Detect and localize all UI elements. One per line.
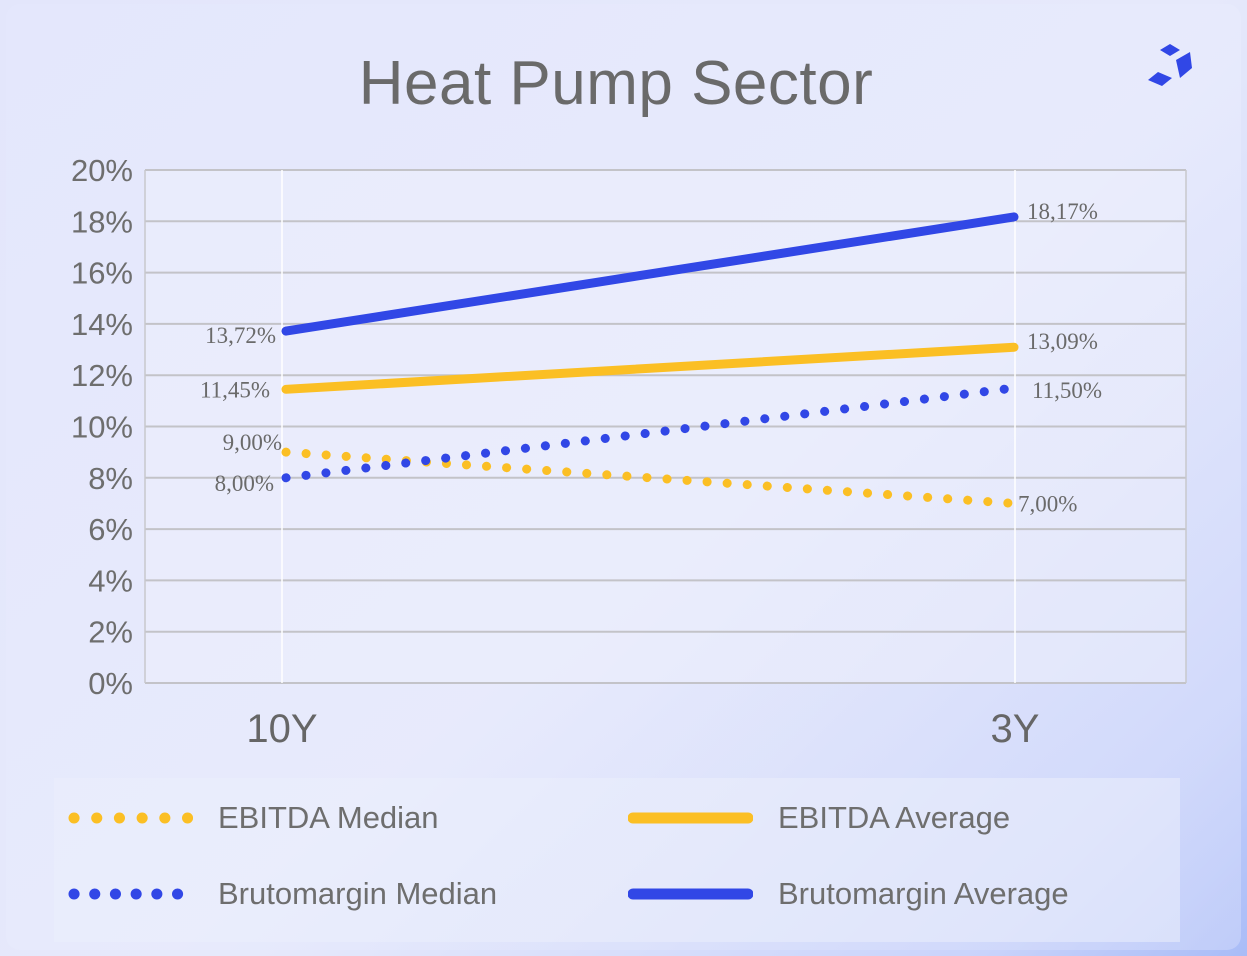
y-tick-label: 2% [88,615,133,650]
data-label: 11,45% [200,377,270,402]
legend-item-brutomargin-median: Brutomargin Median [68,876,497,912]
series-layer [281,212,1019,508]
x-tick-label: 3Y [991,707,1040,751]
data-label: 13,09% [1027,329,1098,354]
data-label: 18,17% [1027,199,1098,224]
y-tick-label: 0% [88,666,133,701]
y-tick-label: 14% [71,307,133,342]
legend-swatch-dotted-blue [68,888,193,900]
legend-swatch-solid-yellow [628,812,753,824]
grid-layer [144,169,1187,684]
data-label-layer: 9,00% 7,00% 11,45% 13,09% 8,00% 11,50% 13,72% 1… [200,199,1102,517]
y-tick-label: 4% [88,563,133,598]
legend-item-brutomargin-average: Brutomargin Average [628,876,1069,912]
data-label: 11,50% [1032,378,1102,403]
axis-layer: 0% 2% 4% 6% 8% 10% 12% 14% 16% 18% 20% 10Y 3Y [71,153,1040,751]
legend: EBITDA Median EBITDA Average Brutomargin… [54,778,1180,942]
series-line-brutomargin-median [281,383,1019,483]
legend-swatch-dotted-yellow [68,812,193,824]
data-label: 13,72% [205,323,276,348]
legend-label: EBITDA Average [778,800,1011,835]
data-label: 8,00% [215,471,274,496]
y-tick-label: 20% [71,153,133,188]
y-tick-label: 16% [71,256,133,291]
legend-label: Brutomargin Average [778,876,1069,911]
legend-label: Brutomargin Median [218,876,498,911]
y-tick-label: 8% [88,461,133,496]
series-line-ebitda-average [281,342,1019,394]
legend-item-ebitda-average: EBITDA Average [628,800,1010,836]
y-tick-label: 6% [88,512,133,547]
legend-swatch-solid-blue [628,888,753,900]
data-label: 9,00% [223,430,282,455]
y-tick-label: 12% [71,358,133,393]
legend-label: EBITDA Median [218,800,439,835]
chart-title: Heat Pump Sector [358,49,874,118]
y-tick-label: 18% [71,204,133,239]
data-label: 7,00% [1018,491,1077,516]
legend-item-ebitda-median: EBITDA Median [68,800,439,836]
y-tick-label: 10% [71,410,133,445]
cube-logo-icon [1148,44,1192,86]
series-line-brutomargin-average [281,212,1019,336]
x-tick-label: 10Y [246,707,317,751]
